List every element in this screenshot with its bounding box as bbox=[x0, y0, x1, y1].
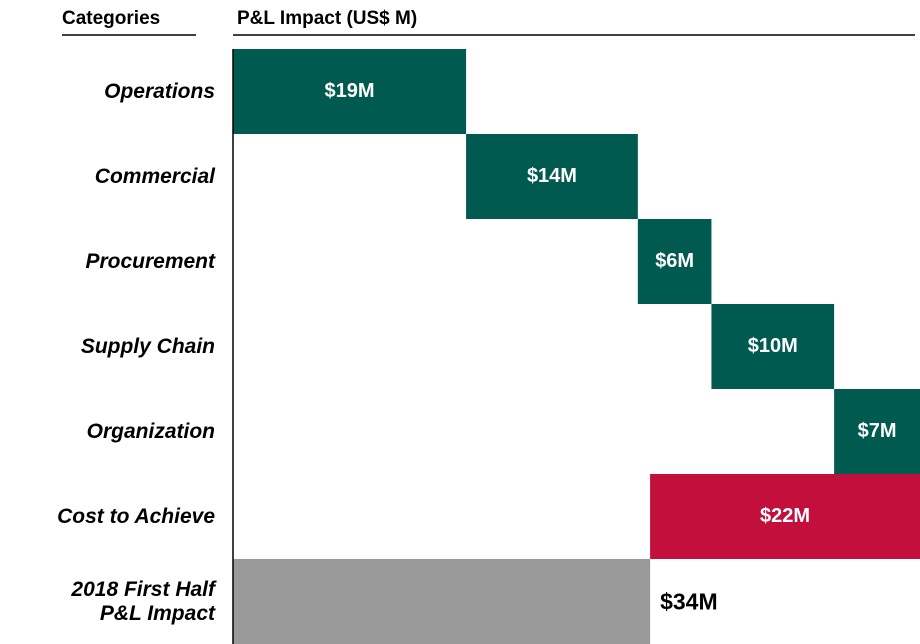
value-label: $19M bbox=[325, 80, 375, 102]
value-label: $14M bbox=[527, 165, 577, 187]
value-label: $22M bbox=[760, 505, 810, 527]
category-label: Cost to Achieve bbox=[57, 504, 215, 528]
value-label: $10M bbox=[748, 335, 798, 357]
bar bbox=[637, 219, 712, 304]
category-label: Operations bbox=[104, 79, 215, 103]
value-label: $34M bbox=[660, 589, 718, 615]
bar bbox=[650, 474, 920, 559]
bar bbox=[233, 49, 467, 134]
value-label: $7M bbox=[858, 420, 897, 442]
category-label: Organization bbox=[86, 419, 215, 443]
category-label: Supply Chain bbox=[80, 334, 215, 358]
category-label: Commercial bbox=[94, 164, 215, 188]
bar bbox=[834, 389, 920, 474]
bar bbox=[466, 134, 638, 219]
bar bbox=[711, 304, 835, 389]
category-label: Procurement bbox=[85, 249, 215, 273]
header-impact: P&L Impact (US$ M) bbox=[237, 8, 418, 29]
header-categories: Categories bbox=[62, 8, 161, 29]
category-label: 2018 First Half P&L Impact bbox=[71, 577, 215, 625]
bar bbox=[233, 559, 651, 644]
value-label: $6M bbox=[655, 250, 694, 272]
